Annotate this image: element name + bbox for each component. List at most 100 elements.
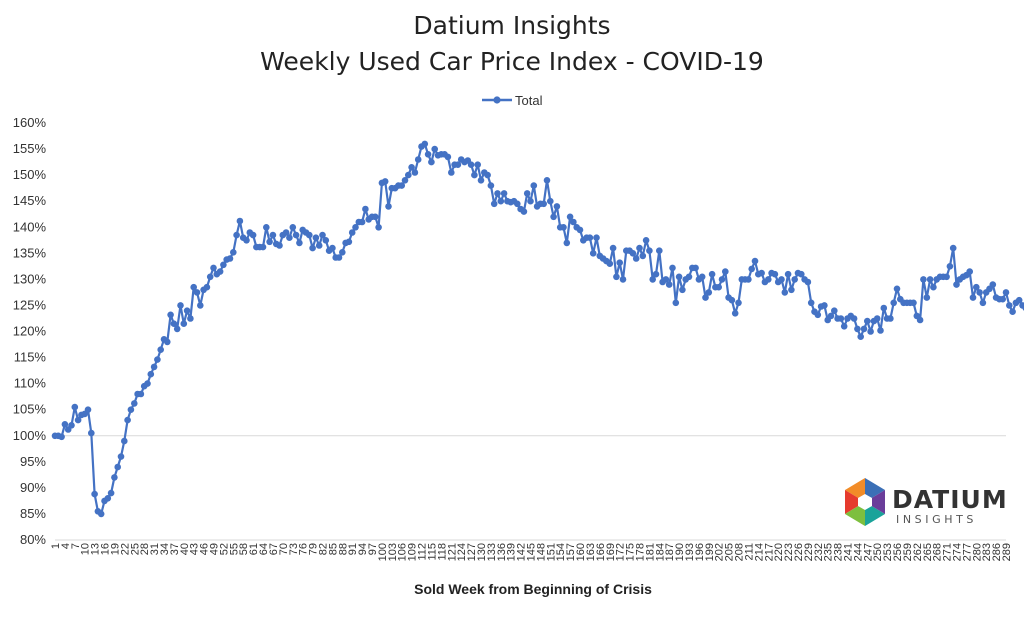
data-point [180,320,188,328]
x-tick-label: 235 [823,543,835,561]
data-point [150,363,158,371]
data-point [259,243,267,251]
data-point [197,302,204,309]
data-point [514,200,521,208]
data-point [765,276,772,283]
x-tick-label: 214 [753,543,765,561]
x-tick-label: 46 [199,543,211,555]
x-tick-label: 226 [793,543,805,561]
x-tick-label: 103 [387,543,399,561]
data-point [665,281,673,288]
legend: Total [482,93,543,108]
data-point [329,244,336,252]
x-tick-label: 229 [803,543,815,561]
data-point [381,178,389,185]
data-point [798,270,805,278]
x-tick-label: 49 [209,543,221,555]
data-point [127,406,135,414]
x-tick-label: 1 [50,543,62,549]
data-point [966,268,973,275]
data-point [758,269,765,277]
x-tick-label: 289 [1001,543,1013,561]
x-tick-label: 136 [496,543,508,561]
data-point [560,224,567,231]
data-point [675,273,683,281]
data-point [563,239,571,247]
data-point [642,237,650,244]
x-tick-label: 244 [852,543,864,561]
x-tick-label: 118 [436,543,448,561]
x-tick-label: 7 [70,543,82,549]
data-point [164,338,171,346]
data-point [124,416,131,424]
data-point [692,264,699,272]
x-tick-label: 115 [426,543,438,561]
x-tick-label: 109 [407,543,419,561]
x-tick-label: 4 [60,543,72,549]
x-tick-label: 247 [862,543,874,561]
data-point [593,234,600,241]
logo-word: DATIUM [892,485,1008,514]
data-point [348,229,356,236]
data-point [405,171,412,179]
data-point [117,453,125,460]
data-point [639,252,647,260]
data-point [500,190,508,197]
data-point [807,299,815,307]
data-point [71,403,79,411]
data-point [220,261,227,269]
data-point [111,474,118,481]
data-point [748,265,755,273]
logo-sub: INSIGHTS [896,513,977,526]
data-point [266,238,273,246]
data-point [193,289,201,296]
data-point [454,161,462,168]
data-point [814,311,822,319]
data-point [289,224,297,231]
x-tick-label: 112 [417,543,429,561]
data-point [401,177,409,184]
data-point [385,203,392,210]
data-point [1002,289,1010,296]
x-tick-label: 37 [169,543,181,555]
x-tick-label: 76 [298,543,310,555]
data-point [216,268,224,275]
y-tick-label: 95% [20,454,46,469]
y-tick-label: 140% [13,219,47,234]
x-tick-label: 121 [446,543,458,561]
data-point [910,299,917,307]
data-point [358,218,366,226]
data-point [840,323,848,330]
data-point [269,231,277,239]
data-point [411,169,419,176]
x-tick-label: 79 [308,543,320,555]
data-point [646,247,653,254]
data-point [553,203,561,210]
x-tick-label: 160 [575,543,587,561]
x-tick-label: 145 [526,543,538,561]
data-point [708,270,716,278]
data-point [854,325,861,333]
data-point [431,145,439,153]
data-point [718,276,726,283]
data-point [731,310,739,317]
data-point [728,296,736,304]
data-point [867,328,874,335]
x-tick-label: 13 [90,543,102,555]
x-tick-label: 58 [238,543,250,555]
data-point [946,263,954,270]
data-point [414,156,422,163]
data-point [68,422,75,429]
x-axis-title: Sold Week from Beginning of Crisis [414,581,652,597]
x-tick-label: 205 [724,543,736,561]
chart-title-line-1: Datium Insights [413,11,610,40]
x-tick-label: 280 [971,543,983,561]
data-point [923,294,931,301]
data-point [547,197,554,205]
data-point [467,161,475,168]
data-point [183,307,191,315]
x-tick-label: 271 [942,543,954,561]
data-point [372,213,379,221]
data-point [226,255,234,262]
data-point [104,495,112,502]
